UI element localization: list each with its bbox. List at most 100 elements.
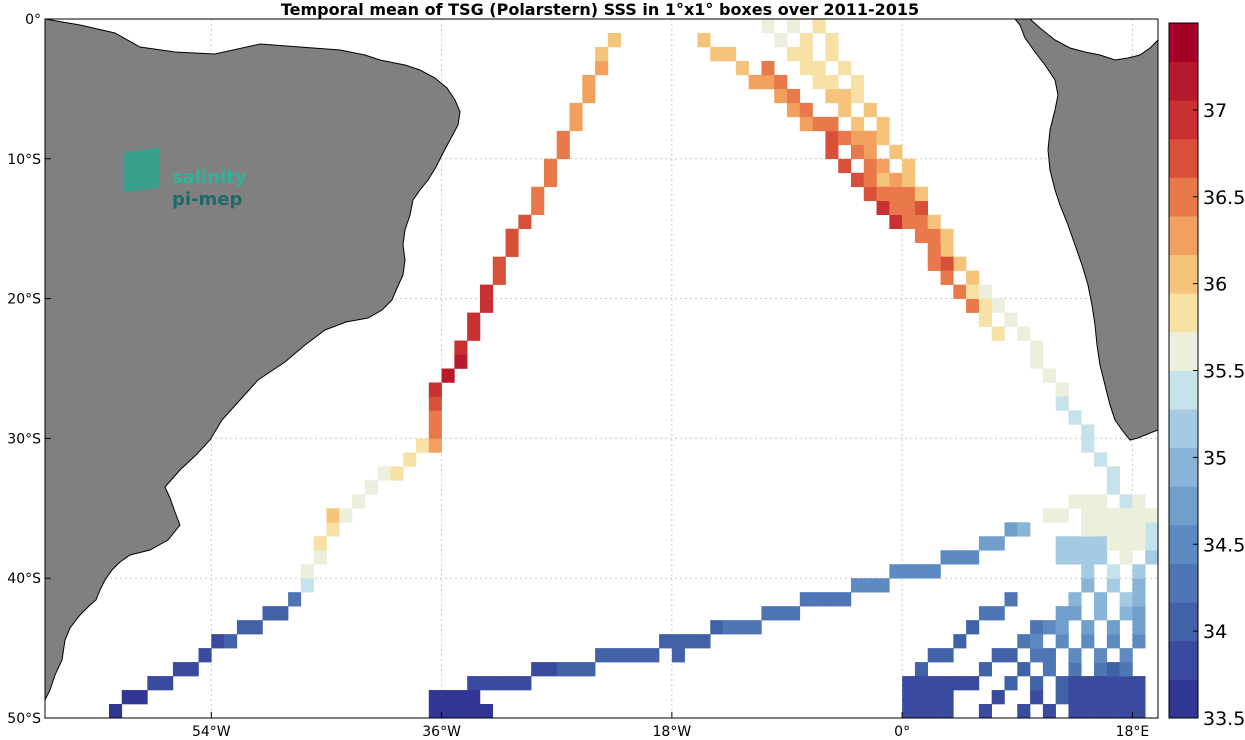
sss-cell	[787, 102, 801, 118]
sss-cell	[812, 592, 826, 607]
sss-cell	[927, 242, 941, 257]
sss-cell	[1017, 326, 1031, 341]
sss-cell	[1119, 690, 1133, 705]
x-tick-label: 18°E	[1116, 724, 1150, 740]
sss-cell	[914, 676, 929, 691]
sss-cell	[313, 550, 327, 565]
sss-cell	[1081, 690, 1095, 705]
sss-cell	[454, 340, 468, 355]
sss-cell	[1017, 704, 1031, 719]
sss-cell	[1119, 550, 1133, 565]
sss-cell	[1132, 578, 1146, 593]
sss-cell	[927, 214, 941, 229]
sss-cell	[1017, 662, 1031, 677]
sss-cell	[863, 144, 877, 160]
sss-cell	[1055, 382, 1069, 397]
sss-cell	[710, 46, 724, 62]
colorbar-segment	[1169, 293, 1198, 333]
sss-cell	[850, 74, 865, 90]
sss-cell	[1055, 676, 1069, 691]
sss-cell	[454, 690, 468, 705]
colorbar-segment	[1169, 61, 1198, 101]
sss-cell	[838, 592, 852, 607]
sss-cell	[1068, 592, 1082, 607]
x-tick-label: 0°	[894, 724, 910, 740]
sss-cell	[799, 102, 813, 118]
sss-cell	[787, 46, 801, 62]
chart-title: Temporal mean of TSG (Polarstern) SSS in…	[281, 0, 919, 19]
sss-cell	[838, 60, 852, 76]
sss-cell	[927, 690, 941, 705]
sss-cell	[1094, 508, 1108, 523]
sss-cell	[876, 158, 890, 174]
sss-cell	[1119, 592, 1133, 607]
sss-cell	[1132, 564, 1146, 579]
sss-cell	[966, 298, 980, 313]
sss-cell	[1094, 494, 1108, 509]
sss-cell	[428, 396, 442, 411]
x-tick-label: 54°W	[192, 724, 231, 740]
sss-cell	[172, 662, 187, 677]
x-tick-label: 36°W	[422, 724, 461, 740]
sss-cell	[838, 88, 852, 104]
sss-cell	[850, 116, 865, 132]
sss-cell	[914, 228, 929, 243]
sss-cell	[633, 648, 647, 663]
sss-cell	[825, 592, 839, 607]
sss-cell	[1055, 508, 1069, 523]
sss-cell	[364, 480, 378, 495]
sss-cell	[953, 676, 967, 691]
sss-cell	[1004, 648, 1018, 663]
sss-cell	[1081, 508, 1095, 523]
sss-cell	[1132, 522, 1146, 537]
sss-cell	[902, 158, 916, 174]
sss-cell	[108, 704, 123, 719]
colorbar-segment	[1169, 486, 1198, 526]
sss-cell	[1055, 396, 1069, 411]
sss-cell	[761, 19, 775, 34]
sss-cell	[1094, 662, 1108, 677]
sss-cell	[991, 648, 1005, 663]
sss-cell	[953, 256, 967, 271]
sss-cell	[467, 704, 481, 719]
sss-cell	[902, 172, 916, 188]
sss-cell	[1081, 564, 1095, 579]
sss-cell	[492, 270, 506, 285]
sss-cell	[441, 368, 455, 383]
sss-cell	[1068, 676, 1082, 691]
sss-cell	[467, 676, 481, 691]
sss-cell	[1030, 676, 1044, 691]
sss-cell	[1106, 704, 1120, 719]
sss-cell	[479, 284, 494, 299]
sss-cell	[812, 60, 826, 76]
sss-cell	[1042, 704, 1056, 719]
sss-cell	[543, 158, 558, 174]
logo-line2: pi-mep	[172, 189, 242, 210]
sss-cell	[889, 172, 903, 188]
sss-cell	[595, 60, 609, 76]
sss-cell	[876, 130, 890, 146]
colorbar: 33.5 34 34.5 35 35.5 36 36.5 37	[1168, 22, 1245, 730]
sss-cell	[902, 676, 916, 691]
sss-cell	[761, 60, 775, 76]
sss-cell	[799, 60, 813, 76]
sss-cell	[1145, 536, 1159, 551]
sss-cell	[812, 19, 826, 34]
sss-cell	[505, 676, 519, 691]
sss-cell	[825, 116, 839, 132]
colorbar-segment	[1169, 679, 1198, 719]
sss-cell	[812, 74, 826, 90]
sss-cell	[1042, 648, 1056, 663]
sss-cell	[799, 592, 813, 607]
sss-cell	[467, 326, 481, 341]
sss-cell	[416, 438, 430, 453]
sss-cell	[224, 634, 238, 649]
sss-cell	[1106, 480, 1120, 495]
sss-cell	[441, 704, 455, 719]
sss-cell	[428, 704, 442, 719]
sss-cell	[1132, 634, 1146, 649]
y-tick-label: 0°	[25, 12, 41, 28]
sss-cell	[953, 634, 967, 649]
sss-cell	[1081, 634, 1095, 649]
sss-cell	[1068, 648, 1082, 663]
